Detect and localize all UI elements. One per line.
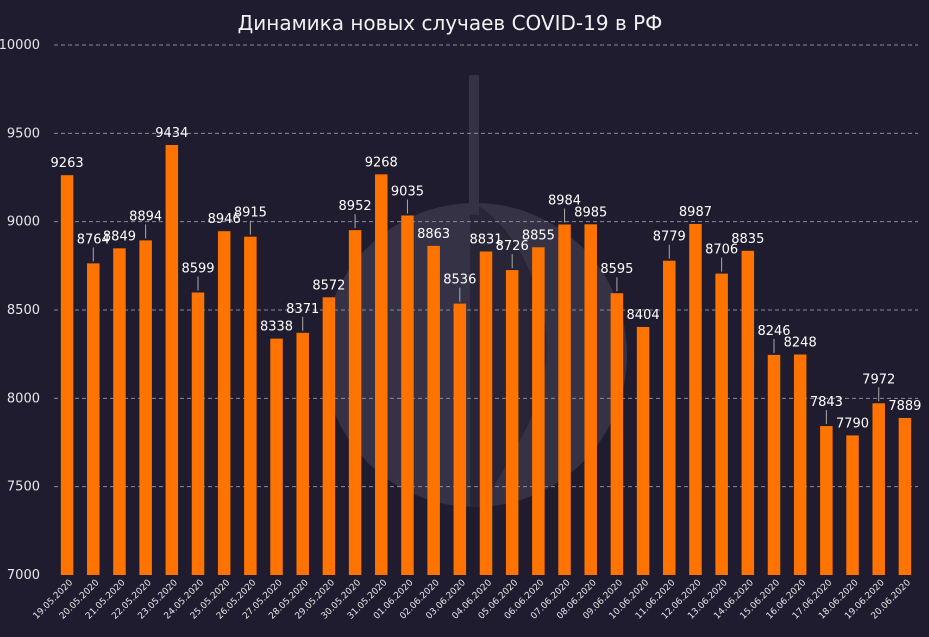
bar (558, 224, 571, 575)
bar (427, 245, 440, 575)
data-label: 8726 (496, 239, 529, 254)
data-label: 8599 (181, 262, 214, 277)
data-label: 7972 (862, 372, 895, 387)
watermark-logo (323, 75, 627, 520)
bar (139, 240, 152, 576)
bar (741, 250, 755, 576)
bar (793, 354, 807, 575)
bar (322, 297, 336, 575)
y-tick-label: 8500 (7, 303, 40, 318)
bar (584, 224, 597, 576)
bar (296, 332, 309, 575)
bar (244, 236, 257, 575)
bar (270, 338, 283, 575)
data-label: 8779 (653, 230, 686, 245)
bar (898, 417, 912, 575)
data-label: 8371 (286, 302, 319, 317)
bar (87, 263, 100, 575)
y-tick-label: 9000 (7, 215, 40, 230)
data-label: 8863 (417, 227, 450, 242)
bar (401, 215, 414, 575)
x-axis: 19.05.202020.05.202021.05.202022.05.2020… (32, 578, 914, 622)
data-label: 9035 (391, 184, 424, 199)
data-label: 8952 (339, 199, 372, 214)
data-label: 8572 (312, 278, 345, 293)
data-label: 8946 (208, 212, 241, 227)
data-label: 8849 (103, 229, 136, 244)
bar (453, 303, 467, 575)
data-label: 7843 (810, 395, 843, 410)
bars (60, 144, 912, 576)
data-label: 8404 (627, 308, 660, 323)
y-axis: 7000 7500 8000 8500 9000 9500 10000 (0, 38, 40, 583)
bar (663, 260, 676, 575)
bar (532, 247, 545, 576)
data-label: 9434 (155, 126, 188, 141)
data-label: 8246 (757, 324, 790, 339)
data-label: 8338 (260, 320, 293, 335)
bar (60, 175, 74, 575)
data-label: 9268 (365, 155, 398, 170)
bar (767, 354, 781, 575)
chart-title: Динамика новых случаев COVID-19 в РФ (238, 11, 663, 35)
data-label: 9263 (51, 156, 84, 171)
bar (348, 230, 362, 575)
data-label: 8987 (679, 205, 712, 220)
y-tick-label: 9500 (7, 126, 40, 141)
bar (479, 251, 493, 576)
data-label: 8536 (443, 273, 476, 288)
bar (820, 426, 833, 575)
bar (165, 144, 179, 575)
bar (872, 403, 885, 575)
y-tick-label: 7500 (7, 480, 40, 495)
y-tick-label: 10000 (0, 38, 40, 53)
data-label: 8831 (469, 233, 502, 248)
y-tick-label: 7000 (7, 568, 40, 583)
data-label: 8595 (600, 262, 633, 277)
data-label: 7790 (836, 416, 869, 431)
data-label: 8985 (574, 205, 607, 220)
bar (715, 273, 728, 575)
bar (505, 270, 519, 575)
data-label: 8915 (234, 206, 267, 221)
data-label: 8894 (129, 209, 162, 224)
data-label: 8248 (784, 336, 817, 351)
data-label: 8984 (548, 193, 581, 208)
data-label: 8764 (77, 232, 110, 247)
data-label: 8855 (522, 228, 555, 243)
bar (375, 174, 388, 575)
bar (636, 326, 650, 575)
bar (846, 435, 859, 575)
bar (217, 231, 231, 575)
y-tick-label: 8000 (7, 391, 40, 406)
data-label: 8835 (731, 232, 764, 247)
bar (610, 293, 624, 575)
data-label: 8706 (705, 243, 738, 258)
bar (689, 223, 702, 576)
bar (113, 248, 126, 576)
data-label: 7889 (888, 399, 921, 414)
bar (191, 292, 205, 575)
